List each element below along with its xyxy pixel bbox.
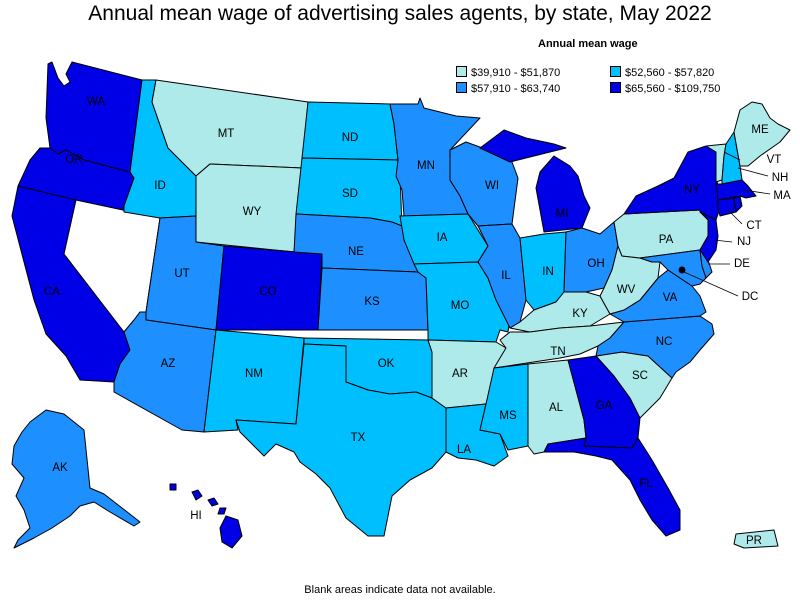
state-label-nd: ND [342, 132, 359, 144]
state-label-de: DE [734, 258, 750, 270]
legend-swatch-tier-3 [610, 82, 621, 93]
state-label-il: IL [501, 270, 511, 282]
state-label-ky: KY [572, 308, 588, 320]
state-ME[interactable] [733, 101, 791, 167]
legend-label-tier-1: $52,560 - $57,820 [625, 67, 715, 79]
state-label-wa: WA [87, 96, 105, 108]
state-NY[interactable] [623, 145, 721, 221]
state-label-dc: DC [742, 291, 759, 303]
state-label-fl: FL [639, 478, 653, 490]
leader-line-dc [683, 271, 739, 297]
state-ND[interactable] [301, 101, 399, 161]
label-leader-lines [683, 151, 771, 297]
state-label-ca: CA [44, 286, 60, 298]
leader-line-ma [743, 189, 771, 195]
legend-swatch-tier-1 [610, 66, 621, 77]
state-label-nc: NC [656, 336, 673, 348]
state-label-ny: NY [684, 184, 700, 196]
state-RI[interactable] [733, 195, 743, 213]
state-NM[interactable] [203, 329, 305, 433]
state-label-al: AL [549, 402, 564, 414]
legend-item-tier-3: $65,560 - $109,750 [610, 82, 720, 95]
state-label-id: ID [154, 180, 166, 192]
state-label-mn: MN [417, 160, 435, 172]
state-label-tx: TX [351, 432, 366, 444]
state-label-ma: MA [773, 190, 791, 202]
legend-item-tier-1: $52,560 - $57,820 [610, 66, 714, 79]
leader-line-vt [723, 151, 741, 161]
state-AK[interactable] [11, 409, 141, 549]
state-HI[interactable] [169, 483, 243, 549]
state-label-hi: HI [190, 510, 202, 522]
legend-title: Annual mean wage [538, 38, 638, 50]
legend-swatch-tier-2 [456, 82, 467, 93]
map-title: Annual mean wage of advertising sales ag… [88, 2, 712, 25]
state-label-tn: TN [550, 346, 565, 358]
state-label-ct: CT [746, 220, 761, 232]
state-label-sd: SD [342, 188, 358, 200]
state-label-vt: VT [767, 154, 782, 166]
state-label-nj: NJ [737, 236, 751, 248]
state-NJ[interactable] [699, 211, 719, 263]
legend-item-tier-2: $57,910 - $63,740 [456, 82, 560, 95]
state-label-in: IN [542, 266, 554, 278]
state-label-oh: OH [587, 258, 604, 270]
state-label-ak: AK [52, 462, 68, 474]
legend-label-tier-2: $57,910 - $63,740 [471, 83, 561, 95]
state-TX[interactable] [235, 343, 447, 537]
state-label-ar: AR [452, 368, 468, 380]
state-label-az: AZ [161, 358, 176, 370]
state-label-pr: PR [746, 535, 762, 547]
state-DC[interactable] [678, 266, 686, 274]
state-label-nh: NH [772, 172, 789, 184]
state-label-wv: WV [617, 284, 636, 296]
state-label-pa: PA [659, 234, 674, 246]
state-label-ks: KS [364, 296, 380, 308]
state-labels: WA OR CA ID MT WY UT AZ CO NM ND SD NE K… [44, 96, 791, 547]
state-FL[interactable] [543, 437, 681, 537]
footnote: Blank areas indicate data not available. [304, 584, 496, 596]
state-label-mo: MO [451, 300, 470, 312]
state-label-ia: IA [437, 232, 448, 244]
legend-label-tier-0: $39,910 - $51,870 [471, 67, 561, 79]
state-label-or: OR [65, 154, 82, 166]
state-label-ga: GA [596, 400, 613, 412]
leader-line-nj [713, 239, 733, 243]
state-label-mt: MT [218, 128, 235, 140]
state-WY[interactable] [195, 163, 303, 253]
state-label-wi: WI [485, 180, 499, 192]
legend-label-tier-3: $65,560 - $109,750 [625, 83, 721, 95]
state-label-la: LA [457, 444, 471, 456]
state-label-ut: UT [174, 268, 189, 280]
state-label-ok: OK [378, 358, 395, 370]
state-label-sc: SC [632, 370, 648, 382]
state-label-va: VA [663, 292, 678, 304]
state-PR[interactable] [733, 529, 779, 549]
legend: Annual mean wage $39,910 - $51,870 $52,5… [452, 38, 782, 98]
leader-line-nh [737, 167, 769, 177]
state-label-co: CO [259, 286, 276, 298]
state-label-me: ME [751, 124, 769, 136]
state-label-ms: MS [499, 410, 517, 422]
state-label-ne: NE [348, 246, 364, 258]
legend-swatch-tier-0 [456, 66, 467, 77]
state-CT[interactable] [717, 197, 737, 217]
state-label-mi: MI [556, 208, 569, 220]
state-AZ[interactable] [113, 311, 217, 433]
state-label-nm: NM [245, 368, 263, 380]
state-label-wy: WY [243, 206, 262, 218]
legend-item-tier-0: $39,910 - $51,870 [456, 66, 560, 79]
state-MI[interactable] [479, 129, 591, 233]
leader-line-ct [727, 209, 743, 225]
